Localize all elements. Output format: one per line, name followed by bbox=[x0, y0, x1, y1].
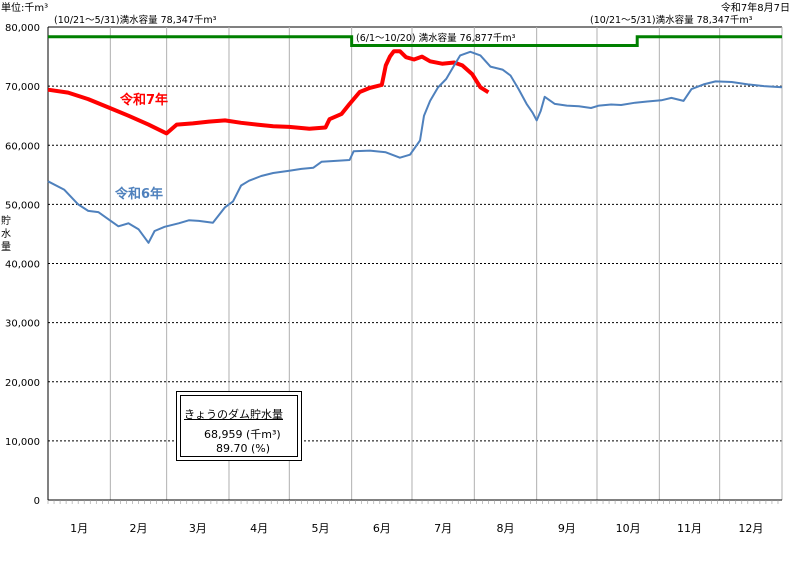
month-label: 4月 bbox=[250, 522, 268, 535]
month-label: 2月 bbox=[129, 522, 147, 535]
month-label: 6月 bbox=[373, 522, 391, 535]
y-tick-label: 0 bbox=[34, 496, 40, 507]
unit-label: 単位:千m³ bbox=[1, 1, 48, 14]
month-label: 12月 bbox=[738, 522, 763, 535]
y-tick-label: 80,000 bbox=[5, 23, 40, 34]
y-tick-label: 60,000 bbox=[5, 141, 40, 152]
y-tick-label: 10,000 bbox=[5, 437, 40, 448]
today-storage-percent: 89.70 (%) bbox=[216, 442, 271, 455]
ylabel-char-2: 水 bbox=[1, 228, 11, 240]
capacity-label-right: (10/21～5/31)満水容量 78,347千m³ bbox=[590, 14, 753, 26]
y-tick-label: 20,000 bbox=[5, 378, 40, 389]
today-storage-title: きょうのダム貯水量 bbox=[184, 408, 283, 421]
capacity-line bbox=[48, 35, 782, 47]
series-line-r7 bbox=[47, 49, 490, 136]
month-label: 1月 bbox=[70, 522, 88, 535]
series-layer bbox=[47, 35, 783, 244]
month-label: 7月 bbox=[434, 522, 452, 535]
ylabel-char-3: 量 bbox=[1, 241, 11, 253]
today-storage-box: きょうのダム貯水量 68,959 (千m³) 89.70 (%) bbox=[176, 391, 302, 461]
month-label: 10月 bbox=[616, 522, 641, 535]
date-label: 令和7年8月7日 bbox=[721, 1, 790, 14]
series-label-r6: 令和6年 bbox=[115, 186, 163, 202]
capacity-label-left: (10/21～5/31)満水容量 78,347千m³ bbox=[54, 14, 217, 26]
month-label: 11月 bbox=[677, 522, 702, 535]
ylabel-char-1: 貯 bbox=[1, 215, 11, 227]
y-tick-labels: 0 10,000 20,000 30,000 40,000 50,000 60,000 70,… bbox=[5, 23, 40, 507]
month-label: 9月 bbox=[558, 522, 576, 535]
today-storage-volume: 68,959 (千m³) bbox=[204, 428, 281, 441]
month-label: 5月 bbox=[311, 522, 329, 535]
y-tick-label: 50,000 bbox=[5, 200, 40, 211]
capacity-label-summer: (6/1～10/20) 満水容量 76,877千m³ bbox=[356, 32, 516, 44]
month-label: 8月 bbox=[496, 522, 514, 535]
today-storage-inner-frame: きょうのダム貯水量 68,959 (千m³) 89.70 (%) bbox=[180, 395, 298, 457]
y-tick-label: 70,000 bbox=[5, 82, 40, 93]
y-tick-label: 30,000 bbox=[5, 319, 40, 330]
y-tick-label: 40,000 bbox=[5, 260, 40, 271]
month-label: 3月 bbox=[189, 522, 207, 535]
series-label-r7: 令和7年 bbox=[120, 92, 168, 108]
month-labels: 1月 2月 3月 4月 5月 6月 7月 8月 9月 10月 11月 12月 bbox=[70, 522, 763, 535]
series-line-r6 bbox=[47, 50, 783, 244]
